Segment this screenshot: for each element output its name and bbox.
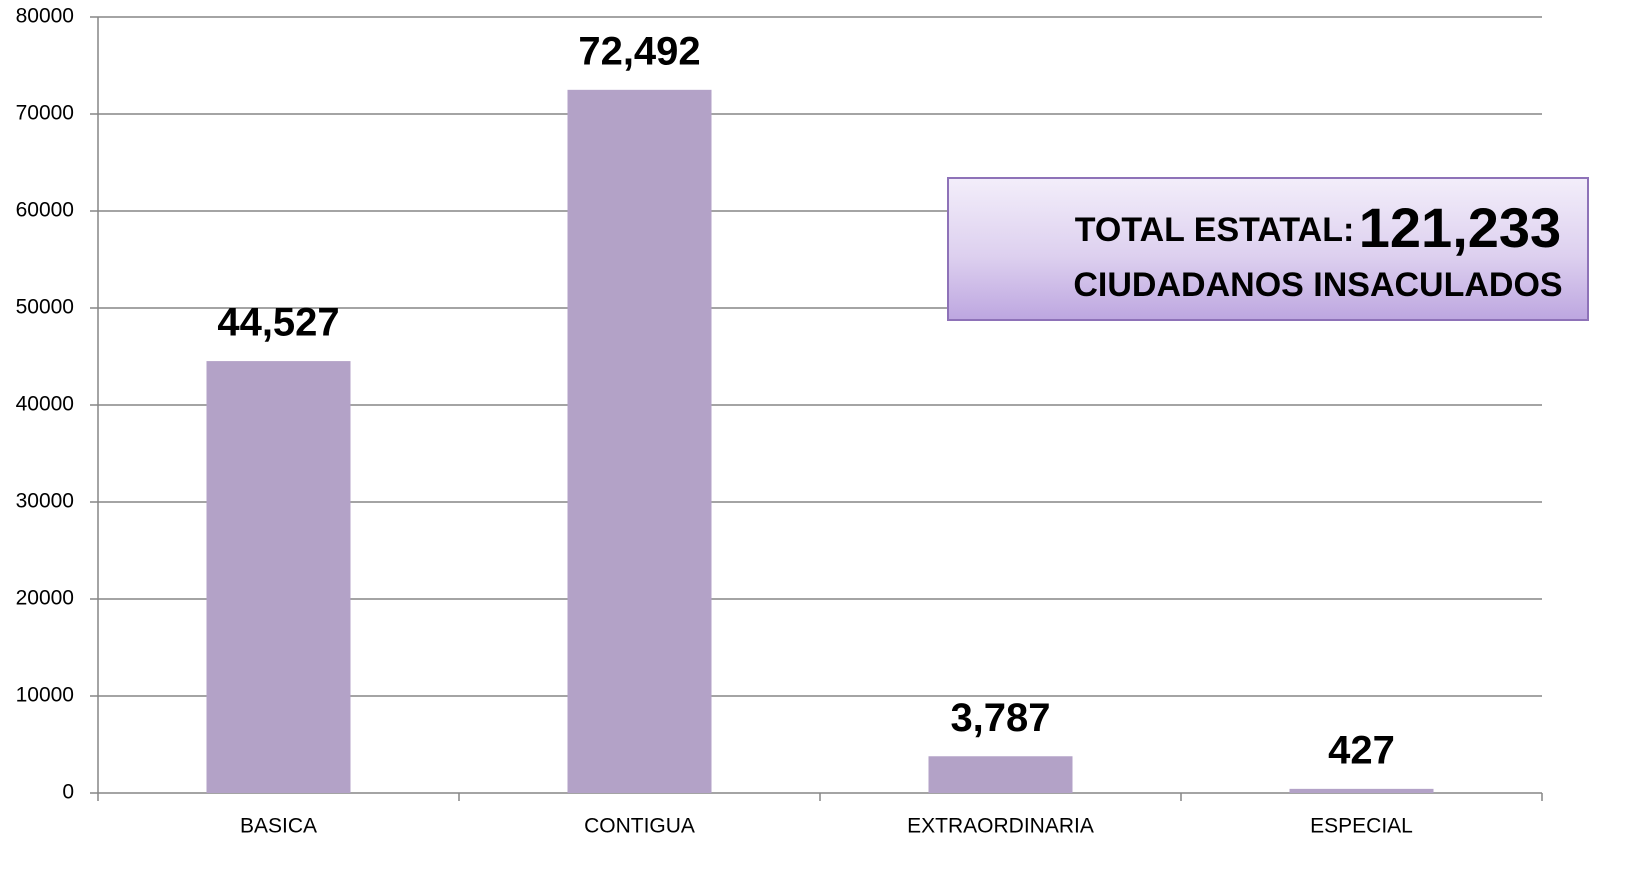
value-label: 427 bbox=[1328, 728, 1395, 772]
x-tick-label: ESPECIAL bbox=[1310, 815, 1413, 838]
y-tick-label: 50000 bbox=[16, 296, 74, 319]
annotation-total: 121,233 bbox=[1359, 196, 1561, 259]
y-tick-label: 40000 bbox=[16, 393, 74, 416]
bar bbox=[1289, 788, 1434, 793]
y-tick-label: 80000 bbox=[16, 5, 74, 28]
annotation-label: TOTAL ESTATAL: bbox=[1075, 211, 1355, 249]
annotation-subtitle: CIUDADANOS INSACULADOS bbox=[1073, 266, 1562, 304]
x-tick-label: BASICA bbox=[240, 815, 317, 838]
bar bbox=[928, 756, 1073, 793]
grid: 0 10000 20000 30000 40000 50000 60000 70000 8000… bbox=[16, 5, 1543, 804]
y-tick-label: 10000 bbox=[16, 684, 74, 707]
bar bbox=[567, 89, 712, 794]
y-tick-label: 60000 bbox=[16, 199, 74, 222]
value-label: 3,787 bbox=[950, 696, 1050, 740]
value-label: 44,527 bbox=[217, 301, 339, 345]
y-tick-label: 30000 bbox=[16, 490, 74, 513]
y-tick-label: 0 bbox=[62, 781, 74, 804]
value-label: 72,492 bbox=[578, 29, 700, 73]
marks: BASICA 44,527 CONTIGUA 72,492 EXTRAORDINARIA… bbox=[206, 29, 1434, 838]
x-tick-label: CONTIGUA bbox=[584, 815, 695, 838]
annotation-box bbox=[947, 177, 1589, 321]
y-tick-label: 70000 bbox=[16, 102, 74, 125]
annotation-line1: TOTAL ESTATAL: 121,233 bbox=[1075, 196, 1561, 259]
bar bbox=[206, 361, 351, 793]
x-tick-label: EXTRAORDINARIA bbox=[907, 815, 1094, 838]
y-tick-label: 20000 bbox=[16, 587, 74, 610]
